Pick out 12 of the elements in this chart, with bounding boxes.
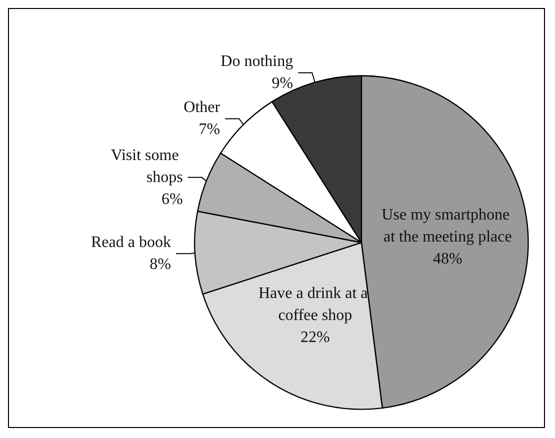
data-label: 9% <box>272 75 294 92</box>
data-label: 48% <box>433 250 462 268</box>
data-label: 22% <box>300 328 330 346</box>
slice-label: Visit some shops <box>110 146 183 186</box>
data-label: 6% <box>161 190 183 208</box>
data-label: 8% <box>150 256 171 274</box>
slice-label: Use my smartphone at the meeting place <box>382 206 514 246</box>
slice-label: Have a drink at a coffee shop <box>258 284 372 324</box>
slice-label: Do nothing <box>220 53 294 70</box>
data-label: 7% <box>198 121 220 138</box>
slice-label: Other <box>184 99 221 116</box>
slice-label: Read a book <box>91 234 171 252</box>
